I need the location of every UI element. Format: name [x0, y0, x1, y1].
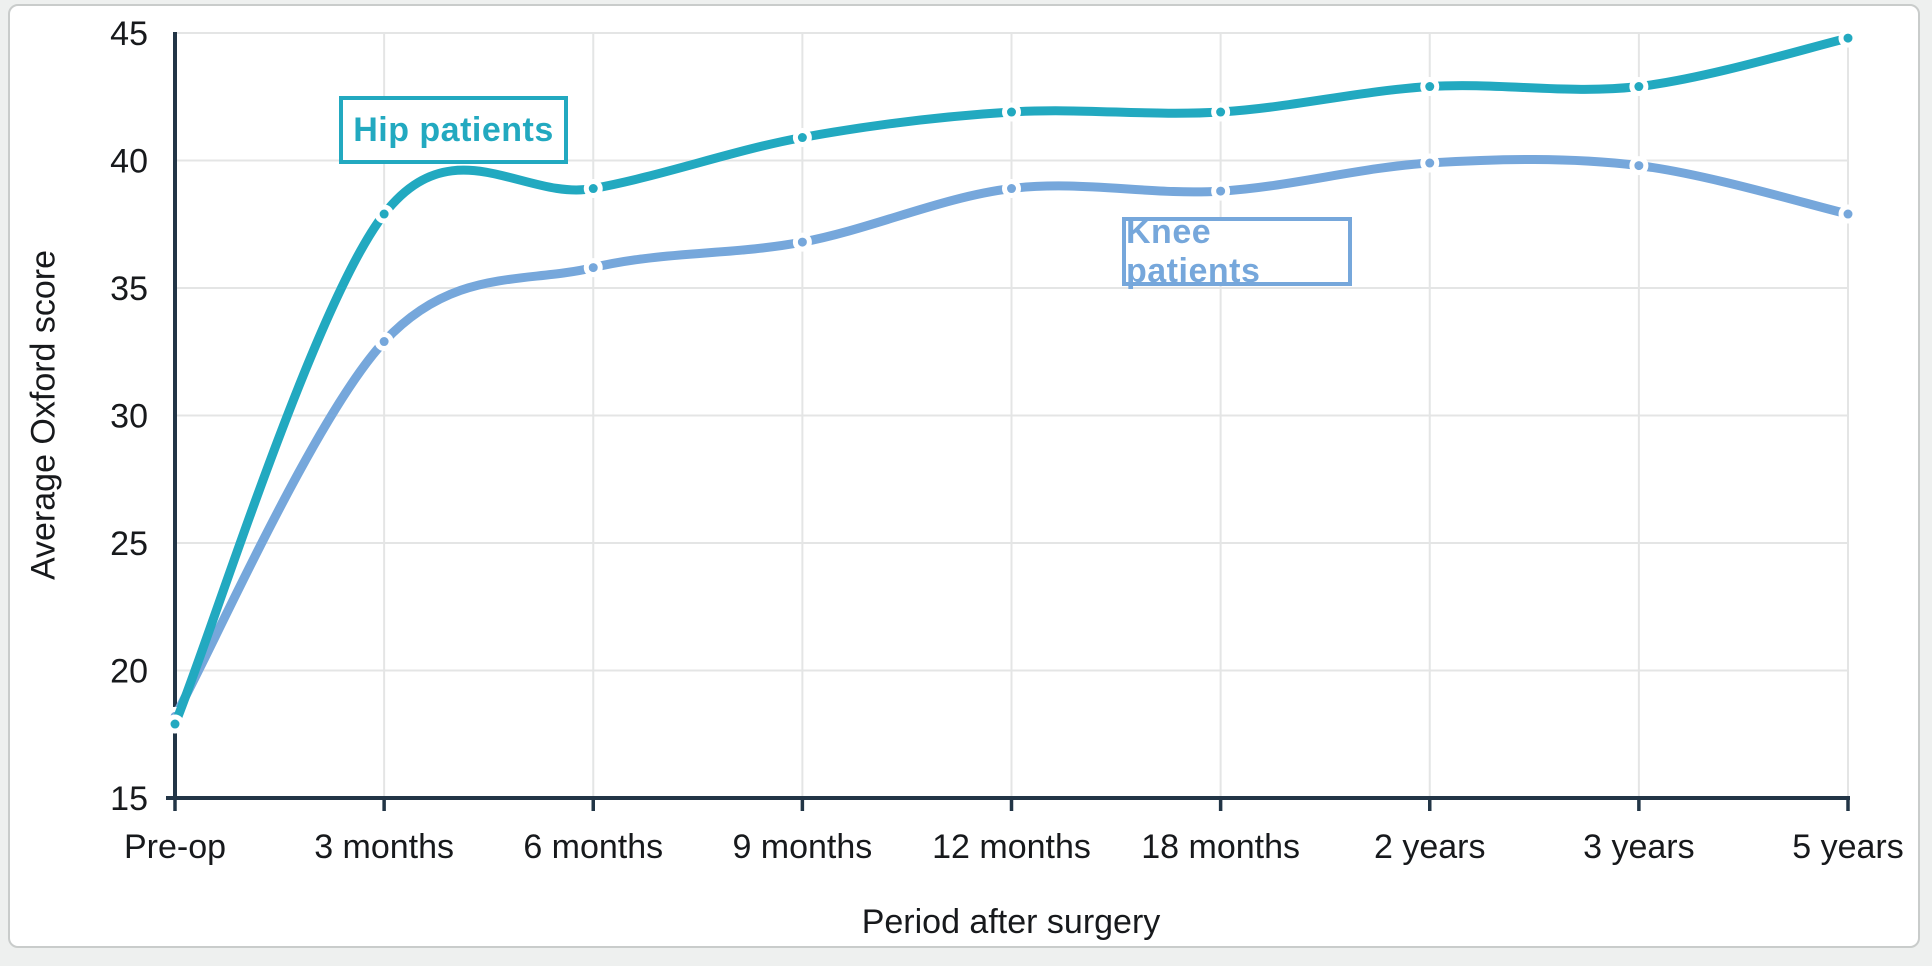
knee-series-marker: [1002, 179, 1021, 199]
x-tick-label: 6 months: [523, 828, 663, 866]
knee-series-marker: [1211, 181, 1231, 201]
hip-series-marker: [1420, 77, 1440, 97]
y-tick-label: 15: [110, 780, 148, 818]
y-tick-label: 35: [110, 270, 148, 308]
hip-series-marker: [1838, 28, 1858, 48]
x-tick-label: 2 years: [1374, 828, 1486, 866]
y-tick-label: 45: [110, 15, 148, 53]
hip-series-label: Hip patients: [353, 110, 554, 149]
x-tick-label: 12 months: [932, 828, 1091, 866]
hip-series-marker: [374, 204, 394, 224]
x-tick-label: 9 months: [732, 828, 872, 866]
x-tick-label: 3 years: [1583, 828, 1695, 866]
hip-series-marker: [792, 128, 812, 148]
y-axis-title: Average Oxford score: [24, 249, 63, 581]
knee-series-marker: [583, 258, 603, 278]
hip-series-marker: [1002, 102, 1021, 122]
x-tick-label: 5 years: [1792, 828, 1904, 866]
x-tick-label: Pre-op: [124, 828, 226, 866]
hip-series-marker: [1629, 77, 1649, 97]
hip-series-marker: [165, 714, 185, 734]
y-tick-label: 20: [110, 653, 148, 691]
x-axis-title: Period after surgery: [861, 903, 1161, 941]
knee-series-marker: [374, 332, 394, 352]
hip-series-marker: [583, 179, 603, 199]
y-tick-label: 40: [110, 143, 148, 181]
knee-series-marker: [1629, 156, 1649, 176]
y-tick-label: 30: [110, 398, 148, 436]
y-tick-label: 25: [110, 525, 148, 563]
x-tick-label: 18 months: [1141, 828, 1300, 866]
knee-series-marker: [1420, 153, 1440, 173]
hip-series-marker: [1211, 102, 1231, 122]
knee-series-label: Knee patients: [1126, 212, 1261, 290]
knee-series-label-box: Knee patients: [1122, 213, 1352, 290]
hip-series-label-box: Hip patients: [339, 96, 568, 164]
knee-series-marker: [792, 232, 812, 252]
knee-series-marker: [1838, 204, 1858, 224]
x-tick-label: 3 months: [314, 828, 454, 866]
